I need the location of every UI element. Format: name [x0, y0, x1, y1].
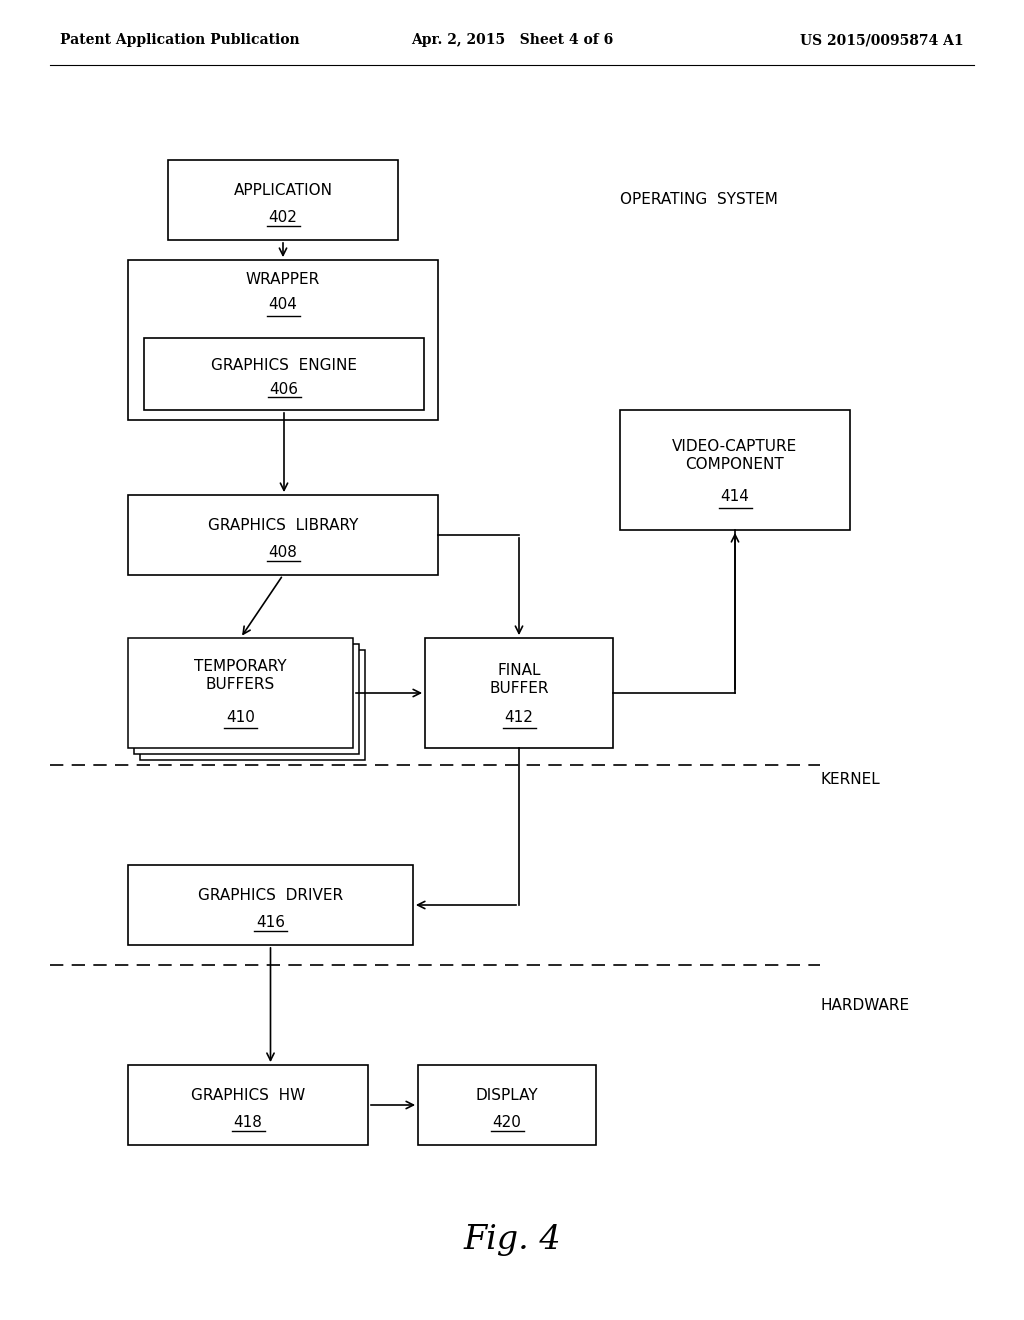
Text: GRAPHICS  DRIVER: GRAPHICS DRIVER — [198, 888, 343, 903]
Bar — [128, 865, 413, 945]
Text: Fig. 4: Fig. 4 — [463, 1224, 561, 1257]
Text: GRAPHICS  ENGINE: GRAPHICS ENGINE — [211, 358, 357, 372]
Text: 408: 408 — [268, 545, 297, 560]
Text: 418: 418 — [233, 1115, 262, 1130]
Text: APPLICATION: APPLICATION — [233, 183, 333, 198]
Text: WRAPPER: WRAPPER — [246, 272, 321, 286]
Text: 410: 410 — [226, 710, 255, 725]
Bar — [128, 495, 438, 576]
Text: FINAL
BUFFER: FINAL BUFFER — [489, 663, 549, 697]
Text: 412: 412 — [505, 710, 534, 725]
Text: VIDEO-CAPTURE
COMPONENT: VIDEO-CAPTURE COMPONENT — [673, 440, 798, 473]
Text: 416: 416 — [256, 915, 285, 931]
Text: Patent Application Publication: Patent Application Publication — [60, 33, 300, 48]
Text: HARDWARE: HARDWARE — [820, 998, 909, 1012]
Bar — [128, 260, 438, 420]
Text: TEMPORARY
BUFFERS: TEMPORARY BUFFERS — [195, 659, 287, 692]
Text: 404: 404 — [268, 297, 297, 313]
Bar — [418, 1065, 596, 1144]
Bar — [620, 411, 850, 531]
Bar — [128, 638, 353, 748]
Bar — [128, 1065, 368, 1144]
Text: Apr. 2, 2015   Sheet 4 of 6: Apr. 2, 2015 Sheet 4 of 6 — [411, 33, 613, 48]
Bar — [168, 160, 398, 240]
Text: US 2015/0095874 A1: US 2015/0095874 A1 — [801, 33, 964, 48]
Bar — [134, 644, 359, 754]
Text: DISPLAY: DISPLAY — [476, 1088, 539, 1104]
Text: GRAPHICS  HW: GRAPHICS HW — [190, 1088, 305, 1104]
Text: 420: 420 — [493, 1115, 521, 1130]
Text: OPERATING  SYSTEM: OPERATING SYSTEM — [620, 193, 778, 207]
Bar — [144, 338, 424, 411]
Text: GRAPHICS  LIBRARY: GRAPHICS LIBRARY — [208, 517, 358, 533]
Bar — [425, 638, 613, 748]
Text: 414: 414 — [721, 488, 750, 504]
Text: KERNEL: KERNEL — [820, 772, 880, 788]
Bar — [140, 649, 365, 760]
Text: 402: 402 — [268, 210, 297, 226]
Text: 406: 406 — [269, 383, 299, 397]
